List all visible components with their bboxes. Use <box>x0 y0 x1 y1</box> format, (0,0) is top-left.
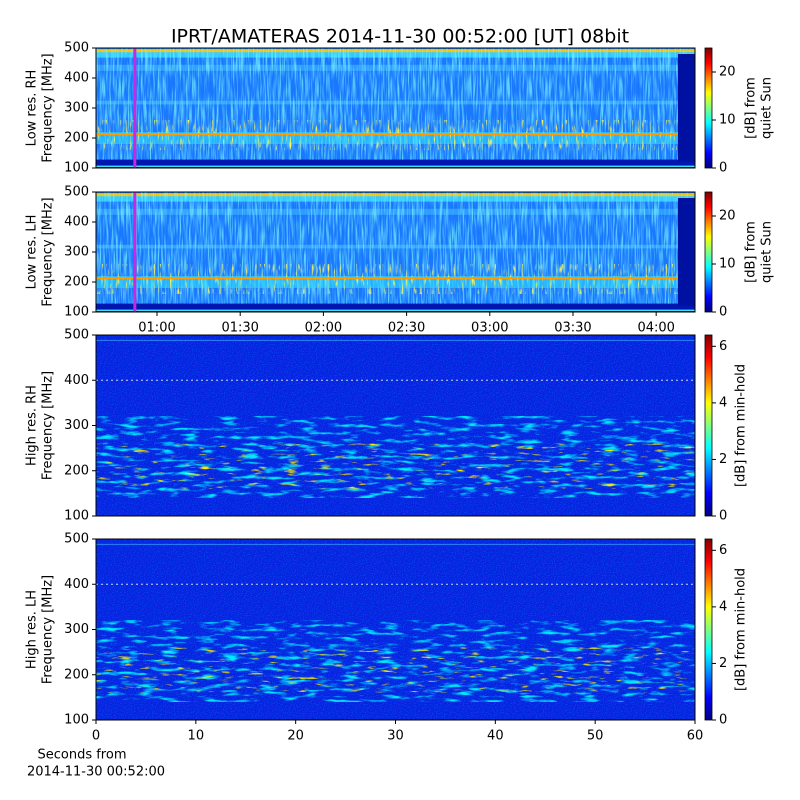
y-axis-label: Low res. RH <box>25 70 40 147</box>
y-axis-label: High res. LH <box>25 590 40 669</box>
heatmap-noise <box>96 647 695 693</box>
colorbar-tick-label: 0 <box>719 509 727 524</box>
heatmap-edge <box>678 198 695 306</box>
y-axis-label: High res. RH <box>25 385 40 466</box>
colorbar-tick-label: 4 <box>719 395 727 410</box>
y-tick-label: 400 <box>64 71 89 86</box>
colorbar-label: quiet Sun <box>760 77 775 139</box>
x-tick-label: 40 <box>487 729 504 744</box>
y-tick-label: 100 <box>64 713 89 728</box>
colorbar-label: [dB] from <box>744 221 759 283</box>
colorbar-tick-label: 2 <box>719 452 727 467</box>
x-axis-label: Seconds from <box>37 748 126 763</box>
colorbar-label: [dB] from min-hold <box>734 568 749 691</box>
y-tick-label: 500 <box>64 532 89 547</box>
y-tick-label: 500 <box>64 328 89 343</box>
x-tick-label: 10 <box>188 729 205 744</box>
y-tick-label: 100 <box>64 305 89 320</box>
y-tick-label: 300 <box>64 101 89 116</box>
y-axis-label: Frequency [MHz] <box>41 53 56 162</box>
x-tick-label: 01:00 <box>138 321 175 336</box>
heatmap-band <box>96 309 695 312</box>
x-tick-label: 30 <box>387 729 404 744</box>
colorbar-label: [dB] from min-hold <box>734 364 749 487</box>
colorbar-tick-label: 2 <box>719 656 727 671</box>
colorbar-tick-label: 20 <box>719 209 736 224</box>
colorbar-label: [dB] from <box>744 77 759 139</box>
heatmap-band <box>96 133 695 136</box>
colorbar-tick-label: 0 <box>719 161 727 176</box>
colorbar-label: quiet Sun <box>760 221 775 283</box>
colorbar-tick-label: 20 <box>719 65 736 80</box>
x-tick-label: 04:00 <box>637 321 674 336</box>
y-tick-label: 400 <box>64 373 89 388</box>
x-tick-label: 03:30 <box>554 321 591 336</box>
y-tick-label: 100 <box>64 161 89 176</box>
y-tick-label: 400 <box>64 577 89 592</box>
x-tick-label: 03:00 <box>471 321 508 336</box>
heatmap <box>96 539 695 720</box>
colorbar-tick-label: 4 <box>719 599 727 614</box>
y-axis-label: Frequency [MHz] <box>41 371 56 480</box>
colorbar <box>704 191 713 313</box>
colorbar-tick-label: 10 <box>719 113 736 128</box>
heatmap-edge <box>678 54 695 162</box>
colorbar-tick-label: 6 <box>719 543 727 558</box>
y-tick-label: 300 <box>64 622 89 637</box>
heatmap <box>96 192 695 312</box>
y-tick-label: 300 <box>64 418 89 433</box>
y-tick-label: 200 <box>64 275 89 290</box>
heatmap-band <box>96 303 695 312</box>
heatmap-band <box>96 277 695 280</box>
heatmap-band <box>96 165 695 168</box>
heatmap-band <box>96 159 695 168</box>
y-axis-label: Frequency [MHz] <box>41 575 56 684</box>
y-tick-label: 200 <box>64 667 89 682</box>
x-tick-label: 0 <box>92 729 100 744</box>
colorbar-tick-label: 10 <box>719 257 736 272</box>
x-tick-label: 02:00 <box>305 321 342 336</box>
colorbar <box>704 334 713 517</box>
x-tick-label: 60 <box>687 729 704 744</box>
y-tick-label: 500 <box>64 41 89 56</box>
y-axis-label: Low res. LH <box>25 215 40 290</box>
colorbar <box>704 538 713 721</box>
x-tick-label: 50 <box>587 729 604 744</box>
x-axis-label: 2014-11-30 00:52:00 <box>27 765 165 780</box>
heatmap-noise <box>96 443 695 489</box>
y-tick-label: 300 <box>64 245 89 260</box>
chart-title: IPRT/AMATERAS 2014-11-30 00:52:00 [UT] 0… <box>171 26 629 48</box>
colorbar <box>704 47 713 169</box>
heatmap <box>96 335 695 516</box>
x-tick-label: 01:30 <box>221 321 258 336</box>
colorbar-tick-label: 6 <box>719 339 727 354</box>
y-tick-label: 400 <box>64 215 89 230</box>
x-tick-label: 20 <box>287 729 304 744</box>
y-tick-label: 200 <box>64 131 89 146</box>
x-tick-label: 02:30 <box>388 321 425 336</box>
heatmap <box>96 48 695 168</box>
colorbar-tick-label: 0 <box>719 305 727 320</box>
y-tick-label: 500 <box>64 185 89 200</box>
y-axis-label: Frequency [MHz] <box>41 197 56 306</box>
colorbar-tick-label: 0 <box>719 713 727 728</box>
y-tick-label: 100 <box>64 509 89 524</box>
y-tick-label: 200 <box>64 463 89 478</box>
